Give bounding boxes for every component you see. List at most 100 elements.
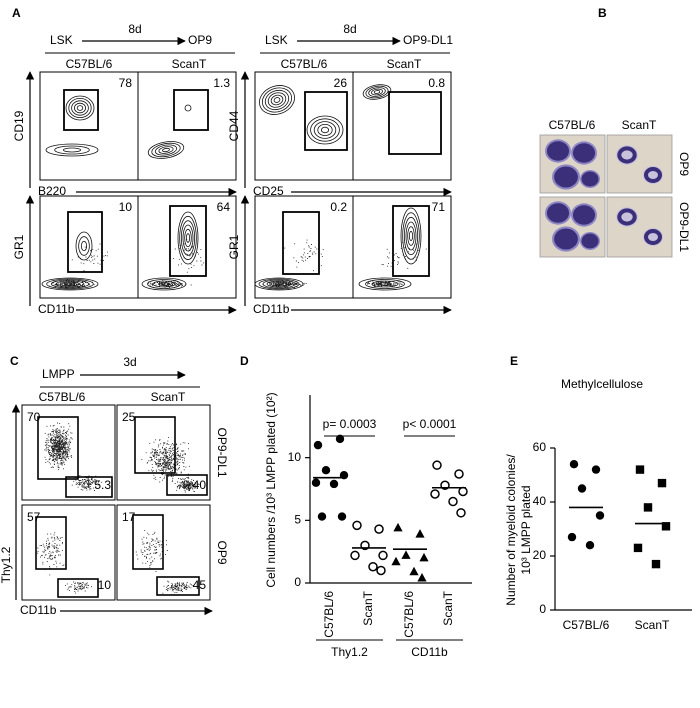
gate-percent: 57: [27, 510, 41, 524]
data-point: [657, 478, 667, 488]
row-label: OP9: [677, 152, 691, 176]
condition-start: LMPP: [42, 367, 75, 381]
contour: [358, 277, 412, 291]
condition-start: LSK: [265, 33, 288, 47]
data-point: [458, 486, 468, 497]
gate: [166, 474, 208, 496]
contour: [151, 142, 181, 158]
y-axis-label: GR1: [227, 234, 241, 259]
gate-percent: 25: [122, 410, 136, 424]
contour: [403, 216, 419, 256]
contour: [62, 147, 82, 153]
x-axis-label: CD11b: [20, 603, 57, 617]
y-tick-label: 60: [533, 440, 547, 454]
y-tick-label: 5: [294, 513, 301, 527]
gate-percent: 70: [27, 410, 41, 424]
contour: [402, 212, 420, 260]
y-tick-label: 0: [294, 575, 301, 589]
data-point: [454, 469, 464, 479]
micrograph: [606, 134, 673, 194]
culture-time: 3d: [123, 355, 136, 369]
contour: [80, 240, 88, 252]
contour: [158, 146, 174, 154]
contour: [147, 279, 181, 289]
panel-letter: B: [598, 6, 607, 20]
contour: [313, 121, 337, 139]
contour: [45, 143, 99, 157]
contour: [60, 281, 80, 287]
event-dots: [37, 532, 92, 594]
culture-time: 8d: [343, 22, 356, 36]
nucleus-ring: [617, 208, 637, 226]
group-label: CD11b: [411, 645, 448, 659]
data-point: [352, 520, 362, 531]
data-point: [321, 466, 331, 475]
data-point: [661, 522, 671, 531]
data-point: [393, 522, 403, 532]
condition-start: LSK: [50, 33, 73, 47]
contour: [184, 228, 192, 248]
nucleus: [572, 205, 596, 225]
gate: [156, 576, 200, 596]
y-axis-label: Thy1.2: [0, 546, 13, 583]
data-point: [417, 572, 427, 582]
chart-title: Methylcellulose: [561, 377, 643, 391]
data-point: [391, 556, 401, 566]
contour: [141, 277, 187, 291]
strain-label: C57BL/6: [39, 390, 86, 404]
x-axis-label: CD11b: [38, 302, 75, 316]
y-axis-label: GR1: [12, 234, 26, 259]
x-tick-label: C57BL/6: [402, 591, 416, 638]
data-point: [368, 561, 378, 572]
contour: [74, 102, 87, 114]
contour: [264, 89, 290, 111]
contour: [158, 282, 170, 286]
event-dots: [141, 436, 200, 493]
gate: [57, 578, 99, 598]
data-point: [567, 532, 577, 542]
contour: [177, 211, 199, 265]
data-point: [577, 484, 587, 493]
y-axis-label: Cell numbers /10³ LMPP plated (10²): [264, 392, 278, 587]
panel-letter: C: [10, 354, 19, 368]
gate-percent: 40: [193, 478, 207, 492]
nucleus: [581, 233, 599, 249]
gate-percent: 10: [119, 200, 133, 214]
column-label: C57BL/6: [549, 118, 596, 132]
x-tick-label: ScanT: [361, 590, 375, 625]
contour: [261, 87, 293, 113]
gate-percent: 78: [119, 76, 133, 90]
data-point: [430, 489, 440, 499]
nucleus: [581, 171, 599, 187]
contour: [371, 280, 399, 288]
data-point: [374, 524, 384, 534]
data-point: [419, 552, 429, 562]
y-tick-label: 20: [533, 548, 547, 562]
contour: [368, 87, 386, 97]
contour: [75, 231, 93, 261]
gate-percent: 0.8: [428, 76, 445, 90]
gate-percent: 26: [334, 76, 348, 90]
x-tick-label: C57BL/6: [563, 618, 610, 632]
data-point: [335, 434, 345, 444]
contour: [270, 281, 288, 287]
contour: [267, 92, 287, 108]
contour: [147, 141, 185, 159]
contour: [320, 126, 329, 134]
panel-letter: E: [510, 354, 518, 368]
y-tick-label: 10: [288, 450, 302, 464]
y-tick-label: 0: [539, 602, 546, 616]
data-point: [415, 529, 425, 538]
gate-percent: 71: [432, 200, 446, 214]
contour: [317, 124, 333, 137]
y-axis-label: CD44: [227, 110, 241, 141]
nucleus: [554, 228, 578, 250]
gate: [304, 91, 348, 151]
data-point: [585, 541, 595, 550]
culture-time: 8d: [128, 22, 141, 36]
strain-label: ScanT: [151, 390, 186, 404]
contour: [408, 230, 414, 242]
contour: [41, 277, 99, 291]
x-axis-label: CD25: [253, 184, 284, 198]
